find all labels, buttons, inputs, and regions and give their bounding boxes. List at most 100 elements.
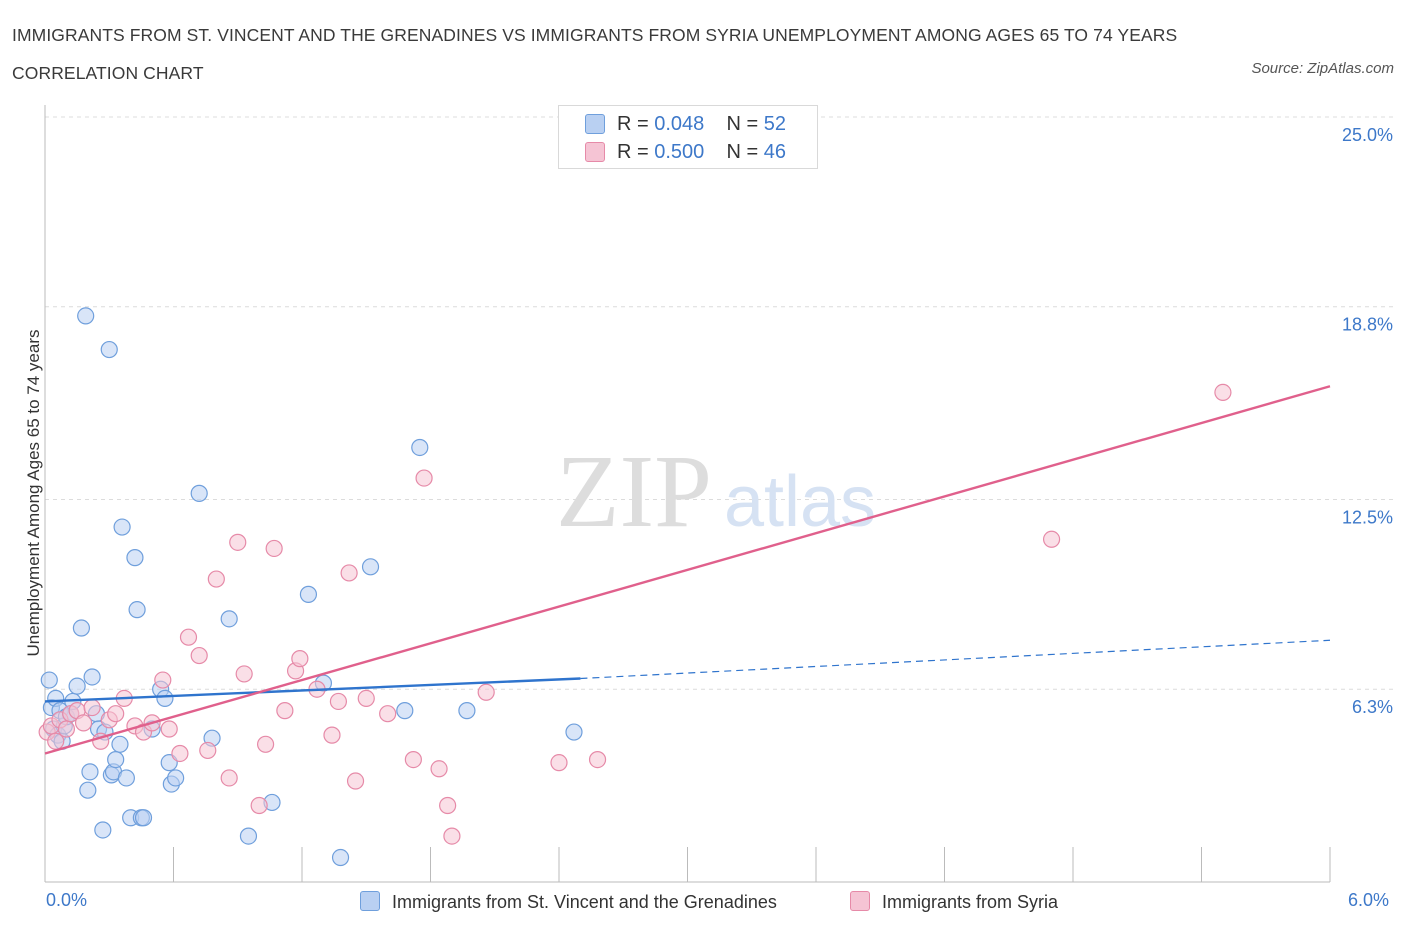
legend-label-stvincent: Immigrants from St. Vincent and the Gren… xyxy=(392,892,777,912)
stvincent-point xyxy=(40,671,58,689)
syria-point xyxy=(430,760,448,778)
syria-point xyxy=(323,726,341,744)
stvincent-r-value: 0.048 xyxy=(654,113,705,135)
stvincent-point xyxy=(156,689,174,708)
x-tick-label-min: 0.0% xyxy=(46,890,88,910)
syria-r-value: 0.500 xyxy=(654,141,705,163)
watermark-zip: ZIP xyxy=(556,434,712,549)
syria-point xyxy=(74,714,93,732)
syria-point xyxy=(179,628,198,646)
stvincent-point xyxy=(190,484,208,502)
syria-point xyxy=(235,665,253,683)
syria-point xyxy=(340,564,358,582)
trend-lines xyxy=(44,385,1331,755)
syria-point xyxy=(171,744,189,763)
stvincent-point xyxy=(79,781,97,799)
legend-item-stvincent[interactable]: Immigrants from St. Vincent and the Gren… xyxy=(360,888,777,916)
source-label: Source: ZipAtlas.com xyxy=(1251,60,1394,77)
syria-point xyxy=(477,683,495,701)
syria-point xyxy=(154,671,172,689)
stvincent-point xyxy=(100,340,118,359)
syria-point xyxy=(207,570,225,588)
syria-point xyxy=(83,698,101,717)
stvincent-point xyxy=(72,619,91,637)
syria-point xyxy=(57,720,76,738)
stats-legend: R = 0.048 N = 52 R = 0.500 N = 46 xyxy=(558,105,818,169)
y-tick-label: 12.5% xyxy=(1342,508,1393,528)
syria-r-label: R = xyxy=(617,141,649,163)
stvincent-point xyxy=(68,677,86,695)
series-legend: Immigrants from St. Vincent and the Gren… xyxy=(0,888,1406,916)
watermark: ZIP atlas xyxy=(556,434,876,549)
syria-swatch xyxy=(585,142,605,162)
stvincent-point xyxy=(361,558,380,576)
stvincent-trend-line xyxy=(44,677,581,703)
stvincent-point xyxy=(107,750,125,769)
syria-point xyxy=(379,705,397,723)
stvincent-point xyxy=(565,723,583,741)
stvincent-point xyxy=(331,848,350,867)
stvincent-point xyxy=(299,585,318,603)
syria-point xyxy=(439,796,457,815)
syria-point xyxy=(265,539,283,558)
y-tick-label: 6.3% xyxy=(1352,697,1393,717)
syria-point xyxy=(291,650,309,668)
syria-point xyxy=(415,469,433,487)
syria-point xyxy=(190,646,208,665)
syria-point xyxy=(404,750,422,769)
syria-point xyxy=(588,750,607,769)
syria-point xyxy=(443,827,461,845)
y-tick-label: 25.0% xyxy=(1342,125,1393,145)
stvincent-point xyxy=(167,769,185,787)
y-axis-label: Unemployment Among Ages 65 to 74 years xyxy=(24,329,43,657)
stvincent-n-label: N = xyxy=(726,113,759,135)
stvincent-r-label: R = xyxy=(617,113,649,135)
stvincent-point xyxy=(113,518,131,536)
gridlines xyxy=(45,116,1395,690)
stvincent-point xyxy=(134,809,153,827)
y-tick-label: 18.8% xyxy=(1342,315,1393,335)
syria-point xyxy=(357,689,375,708)
syria-point xyxy=(256,735,275,753)
syria-point xyxy=(346,772,365,790)
stvincent-point xyxy=(239,827,258,845)
legend-swatch-syria xyxy=(850,891,870,911)
stvincent-swatch xyxy=(585,114,605,134)
stvincent-trend-extension xyxy=(580,639,1331,680)
syria-point xyxy=(250,796,268,815)
syria-n-label: N = xyxy=(726,141,759,163)
legend-swatch-stvincent xyxy=(360,891,380,911)
stvincent-point xyxy=(126,549,144,567)
stvincent-point xyxy=(396,702,414,720)
syria-n-value: 46 xyxy=(763,141,787,163)
stvincent-point xyxy=(94,821,112,839)
legend-label-syria: Immigrants from Syria xyxy=(882,892,1059,912)
syria-point xyxy=(329,692,348,711)
stvincent-point xyxy=(77,307,95,325)
watermark-atlas: atlas xyxy=(724,462,876,542)
stvincent-point xyxy=(81,763,99,781)
syria-point xyxy=(1042,530,1061,548)
stvincent-point xyxy=(411,438,429,457)
chart-title: IMMIGRANTS FROM ST. VINCENT AND THE GREN… xyxy=(12,25,1178,83)
stvincent-point xyxy=(117,769,135,787)
stvincent-point xyxy=(458,702,476,720)
syria-point xyxy=(1214,383,1232,401)
syria-point xyxy=(199,741,217,760)
stvincent-point xyxy=(111,735,129,753)
data-points xyxy=(38,111,1232,867)
syria-point xyxy=(107,705,125,723)
syria-trend-line xyxy=(44,385,1331,755)
syria-point xyxy=(229,533,247,551)
syria-point xyxy=(160,720,178,738)
syria-point xyxy=(550,754,568,772)
syria-point xyxy=(276,702,294,720)
stvincent-point xyxy=(128,601,146,619)
y-tick-labels: 6.3% 12.5% 18.8% 25.0% xyxy=(1342,125,1393,717)
x-tick-label-max: 6.0% xyxy=(1348,890,1390,910)
stvincent-n-value: 52 xyxy=(763,113,787,135)
legend-item-syria[interactable]: Immigrants from Syria xyxy=(850,888,1058,916)
stvincent-point xyxy=(220,610,238,628)
stvincent-point xyxy=(83,668,101,686)
